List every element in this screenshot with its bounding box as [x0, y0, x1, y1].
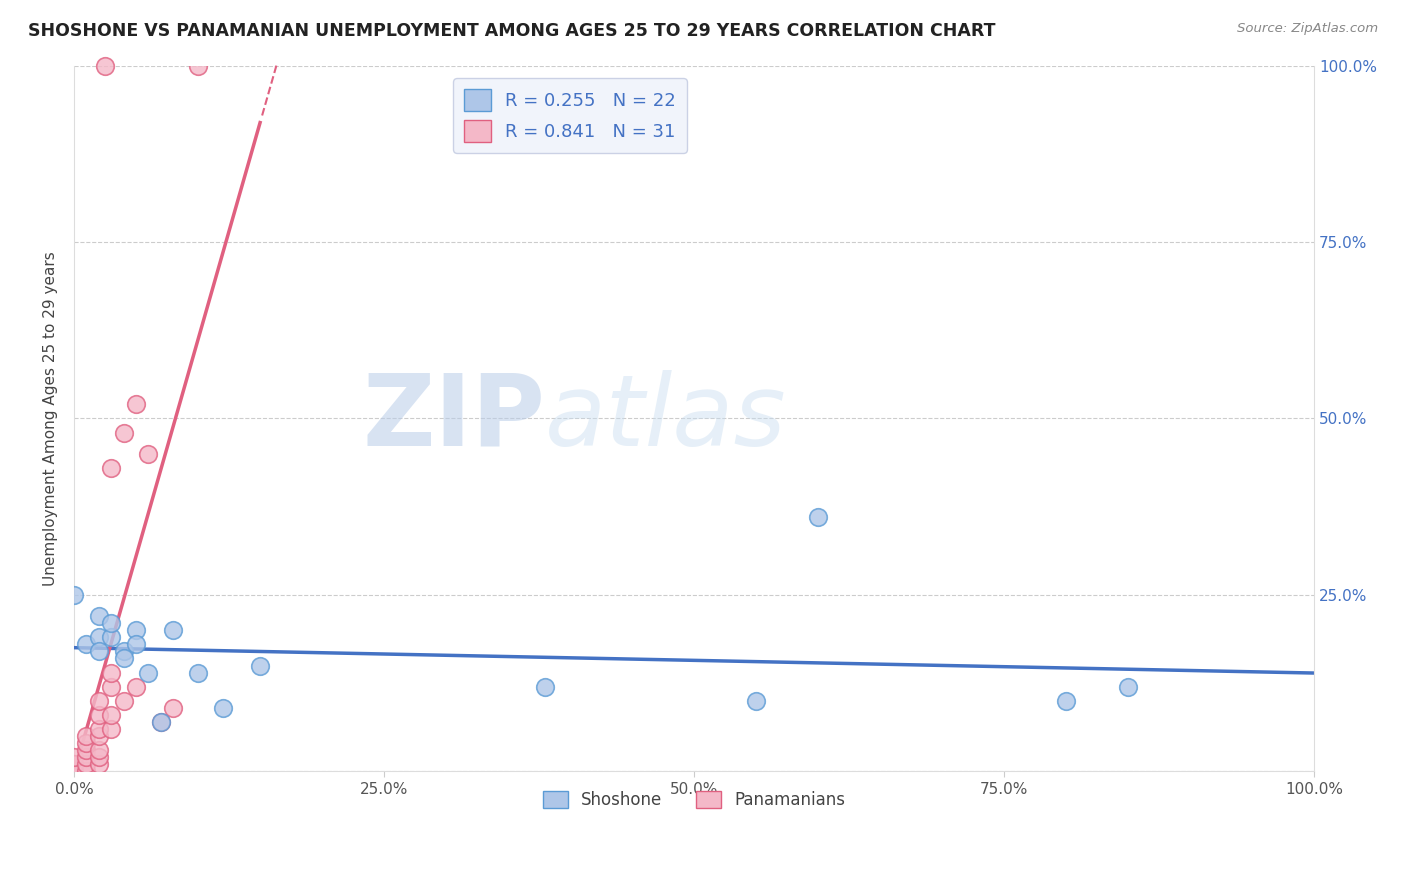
Point [76, 750, 98, 764]
Point [138, 665, 160, 680]
Point [100, 722, 122, 736]
Text: Source: ZipAtlas.com: Source: ZipAtlas.com [1237, 22, 1378, 36]
Point [187, 59, 209, 73]
Point [76, 757, 98, 772]
Point [87, 757, 110, 772]
Point [112, 425, 135, 440]
Point [807, 510, 830, 524]
Legend: Shoshone, Panamanians: Shoshone, Panamanians [536, 784, 852, 816]
Point [125, 624, 148, 638]
Point [63, 750, 86, 764]
Point [87, 743, 110, 757]
Point [112, 694, 135, 708]
Point [63, 757, 86, 772]
Point [87, 729, 110, 743]
Point [63, 764, 86, 779]
Point [745, 694, 768, 708]
Point [76, 764, 98, 779]
Point [100, 707, 122, 722]
Point [87, 750, 110, 764]
Point [534, 680, 557, 694]
Y-axis label: Unemployment Among Ages 25 to 29 years: Unemployment Among Ages 25 to 29 years [44, 252, 58, 586]
Point [87, 707, 110, 722]
Point [112, 651, 135, 665]
Text: ZIP: ZIP [363, 370, 546, 467]
Point [249, 658, 271, 673]
Point [1116, 680, 1139, 694]
Point [125, 680, 148, 694]
Point [87, 609, 110, 624]
Point [162, 624, 184, 638]
Point [94, 59, 117, 73]
Point [125, 397, 148, 411]
Point [76, 743, 98, 757]
Point [87, 630, 110, 644]
Point [100, 616, 122, 631]
Point [100, 630, 122, 644]
Point [63, 757, 86, 772]
Point [162, 701, 184, 715]
Point [63, 764, 86, 779]
Point [149, 714, 172, 729]
Point [1054, 694, 1077, 708]
Point [100, 461, 122, 475]
Point [125, 637, 148, 651]
Point [76, 637, 98, 651]
Point [100, 680, 122, 694]
Text: atlas: atlas [546, 370, 787, 467]
Point [76, 736, 98, 750]
Point [76, 729, 98, 743]
Point [138, 447, 160, 461]
Point [187, 665, 209, 680]
Text: SHOSHONE VS PANAMANIAN UNEMPLOYMENT AMONG AGES 25 TO 29 YEARS CORRELATION CHART: SHOSHONE VS PANAMANIAN UNEMPLOYMENT AMON… [28, 22, 995, 40]
Point [112, 644, 135, 658]
Point [100, 665, 122, 680]
Point [149, 714, 172, 729]
Point [87, 694, 110, 708]
Point [63, 588, 86, 602]
Point [87, 722, 110, 736]
Point [212, 701, 235, 715]
Point [87, 644, 110, 658]
